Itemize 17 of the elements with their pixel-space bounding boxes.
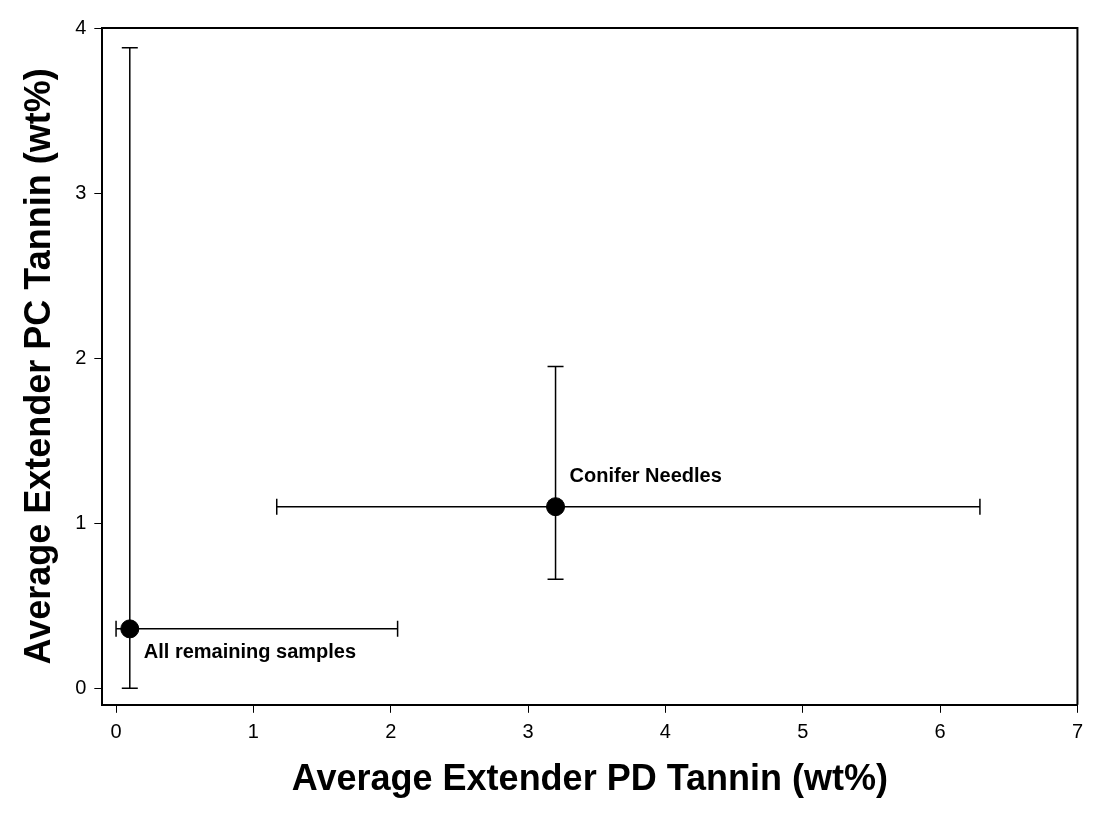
y-tick-label: 1 — [75, 510, 87, 533]
y-tick-label: 0 — [75, 675, 87, 698]
y-axis-title: Average Extender PC Tannin (wt%) — [16, 68, 58, 665]
x-tick-label: 5 — [797, 720, 809, 743]
x-tick-label: 2 — [385, 720, 397, 743]
y-tick-label: 4 — [75, 15, 87, 38]
y-tick-label: 2 — [75, 345, 87, 368]
y-tick-label: 3 — [75, 180, 87, 203]
annotation: Conifer Needles — [569, 464, 722, 487]
x-tick-label: 1 — [247, 720, 259, 743]
x-tick-label: 0 — [110, 720, 122, 743]
x-tick-label: 7 — [1071, 720, 1083, 743]
x-tick-label: 6 — [934, 720, 946, 743]
x-tick-label: 3 — [522, 720, 534, 743]
x-axis-title: Average Extender PD Tannin (wt%) — [291, 757, 888, 799]
x-tick-label: 4 — [659, 720, 671, 743]
annotation: All remaining samples — [143, 640, 357, 663]
